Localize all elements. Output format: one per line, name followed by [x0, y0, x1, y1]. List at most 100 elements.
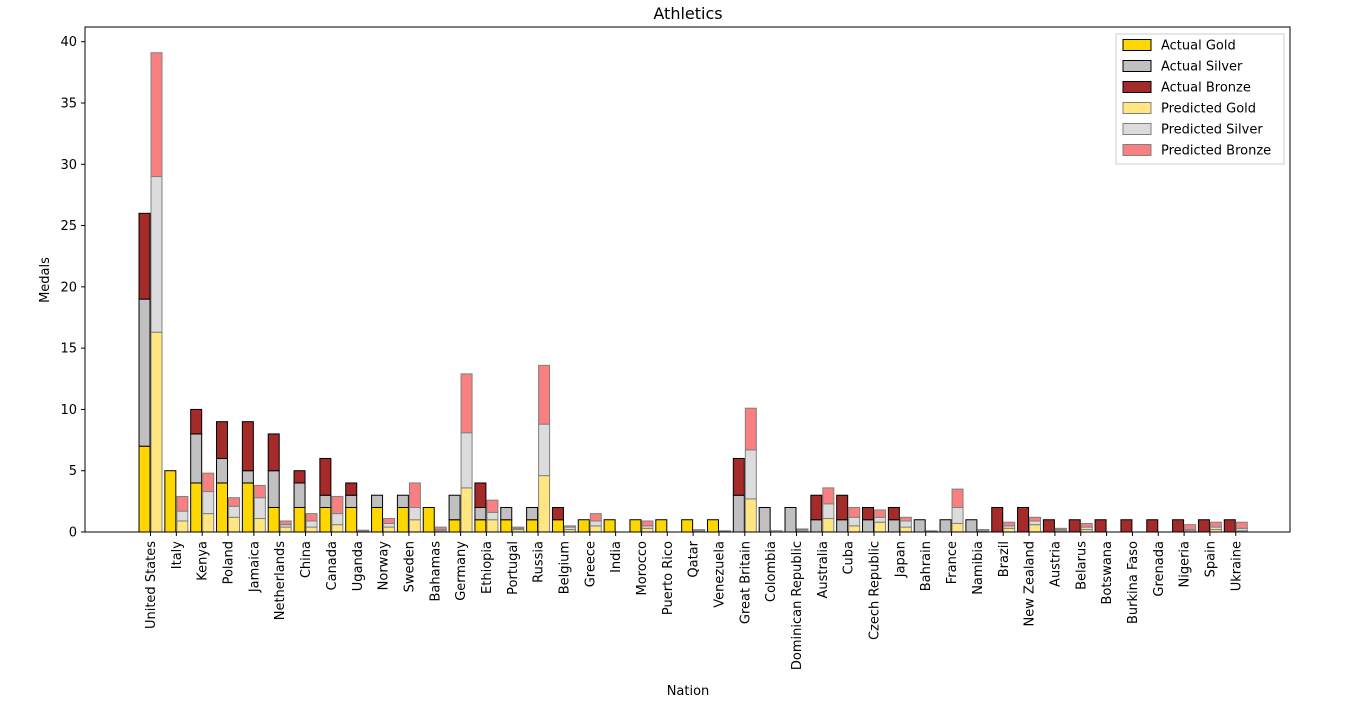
- x-tick-label: Nigeria: [1178, 541, 1193, 588]
- x-tick-label: Italy: [170, 541, 185, 570]
- bar-predicted-bronze-morocco: [641, 520, 654, 527]
- bar-predicted-silver-italy: [176, 510, 189, 522]
- bar-predicted-gold-czech-republic: [874, 521, 887, 533]
- y-tick-label: 20: [60, 280, 77, 295]
- bar-actual-bronze-czech-republic: [862, 506, 875, 521]
- bar-predicted-gold-france: [951, 522, 964, 533]
- bar-actual-silver-sweden: [396, 494, 409, 508]
- bar-predicted-bronze-namibia: [977, 529, 990, 531]
- bar-predicted-silver-russia: [538, 423, 551, 477]
- bar-actual-gold-united-states: [138, 445, 151, 533]
- bar-predicted-bronze-sweden: [408, 482, 421, 508]
- bar-actual-gold-bahamas: [422, 506, 435, 533]
- bar-actual-silver-france: [939, 519, 952, 533]
- bar-predicted-bronze-italy: [176, 495, 189, 512]
- bar-predicted-gold-great-britain: [744, 498, 757, 533]
- legend-label: Actual Gold: [1161, 39, 1236, 54]
- bar-predicted-bronze-united-states: [150, 52, 163, 178]
- bar-predicted-silver-poland: [228, 505, 241, 518]
- bar-predicted-silver-greece: [589, 520, 602, 527]
- bar-actual-gold-qatar: [681, 519, 694, 533]
- bar-predicted-bronze-netherlands: [279, 520, 292, 526]
- bar-predicted-bronze-venezuela: [718, 530, 731, 532]
- legend-label: Predicted Silver: [1161, 123, 1263, 138]
- bar-actual-bronze-nigeria: [1172, 519, 1185, 533]
- bar-actual-bronze-ukraine: [1223, 519, 1236, 533]
- x-tick-label: Australia: [816, 541, 831, 599]
- bar-predicted-gold-sweden: [408, 519, 421, 533]
- bar-predicted-bronze-dominican-republic: [796, 528, 809, 531]
- x-tick-label: Spain: [1203, 541, 1218, 577]
- x-tick-label: United States: [144, 541, 159, 629]
- y-tick-label: 35: [60, 96, 77, 111]
- bar-actual-silver-ethiopia: [474, 506, 487, 521]
- bar-actual-bronze-poland: [216, 421, 229, 459]
- x-tick-label: Brazil: [997, 541, 1012, 577]
- bar-predicted-silver-ethiopia: [486, 511, 499, 521]
- bar-predicted-bronze-belgium: [563, 525, 576, 528]
- bar-actual-bronze-belgium: [551, 506, 564, 521]
- bar-actual-gold-russia: [526, 519, 539, 533]
- bar-predicted-bronze-norway: [383, 518, 396, 524]
- bar-predicted-bronze-new-zealand: [1029, 516, 1042, 522]
- bar-actual-gold-germany: [448, 519, 461, 533]
- bar-actual-gold-jamaica: [241, 482, 254, 533]
- x-tick-label: Uganda: [351, 541, 366, 591]
- bar-actual-gold-poland: [216, 482, 229, 533]
- bar-predicted-bronze-nigeria: [1184, 524, 1197, 531]
- bar-predicted-silver-united-states: [150, 176, 163, 333]
- bar-predicted-gold-australia: [822, 518, 835, 533]
- legend-swatch: [1122, 144, 1152, 156]
- bar-predicted-silver-china: [305, 520, 318, 528]
- bar-actual-bronze-belarus: [1068, 519, 1081, 533]
- bar-actual-gold-morocco: [629, 519, 642, 533]
- bar-actual-silver-bahrain: [913, 519, 926, 533]
- bar-actual-silver-canada: [319, 494, 332, 508]
- y-tick-label: 40: [60, 35, 77, 50]
- bar-predicted-gold-united-states: [150, 331, 163, 533]
- bar-predicted-gold-brazil: [1003, 527, 1016, 533]
- x-axis: United States Italy Kenya Poland Jamaica Neth…: [144, 532, 1244, 670]
- bar-actual-bronze-burkina-faso: [1120, 519, 1133, 533]
- bar-actual-gold-italy: [164, 470, 177, 533]
- x-tick-label: China: [299, 541, 314, 578]
- bar-actual-gold-canada: [319, 506, 332, 533]
- bar-actual-bronze-brazil: [991, 506, 1004, 533]
- x-tick-label: Qatar: [687, 540, 702, 577]
- bar-predicted-bronze-uganda: [357, 529, 370, 532]
- bar-predicted-silver-czech-republic: [874, 516, 887, 523]
- bar-predicted-silver-great-britain: [744, 449, 757, 500]
- x-tick-label: Morocco: [635, 541, 650, 595]
- x-tick-label: Greece: [583, 541, 598, 587]
- legend-label: Predicted Bronze: [1161, 144, 1271, 159]
- bar-predicted-gold-poland: [228, 516, 241, 533]
- x-tick-label: Great Britain: [738, 541, 753, 624]
- bar-predicted-gold-canada: [331, 524, 344, 533]
- x-tick-label: Jamaica: [247, 541, 262, 593]
- x-tick-label: India: [609, 541, 624, 573]
- bar-predicted-gold-netherlands: [279, 526, 292, 533]
- x-axis-title: Nation: [667, 684, 710, 699]
- bar-actual-silver-norway: [371, 494, 384, 508]
- bar-predicted-gold-kenya: [202, 513, 215, 533]
- legend-swatch: [1122, 39, 1152, 51]
- bar-predicted-silver-new-zealand: [1029, 520, 1042, 526]
- bar-actual-gold-kenya: [190, 482, 203, 533]
- legend-swatch: [1122, 102, 1152, 114]
- bar-actual-silver-poland: [216, 457, 229, 484]
- bar-predicted-bronze-qatar: [693, 529, 706, 532]
- bar-predicted-silver-sweden: [408, 506, 421, 521]
- x-tick-label: Belgium: [557, 541, 572, 594]
- bar-predicted-silver-japan: [899, 520, 912, 528]
- x-tick-label: Japan: [893, 541, 908, 578]
- x-tick-label: Cuba: [842, 541, 857, 575]
- bar-predicted-bronze-bahamas: [434, 526, 447, 531]
- bar-predicted-silver-france: [951, 506, 964, 524]
- x-tick-label: Burkina Faso: [1126, 541, 1141, 624]
- bar-predicted-bronze-belarus: [1080, 522, 1093, 528]
- bar-predicted-silver-canada: [331, 513, 344, 526]
- bar-actual-bronze-china: [293, 470, 306, 484]
- bars-layer: [138, 52, 1248, 533]
- bar-actual-silver-portugal: [500, 506, 513, 521]
- bar-predicted-bronze-austria: [1054, 527, 1067, 531]
